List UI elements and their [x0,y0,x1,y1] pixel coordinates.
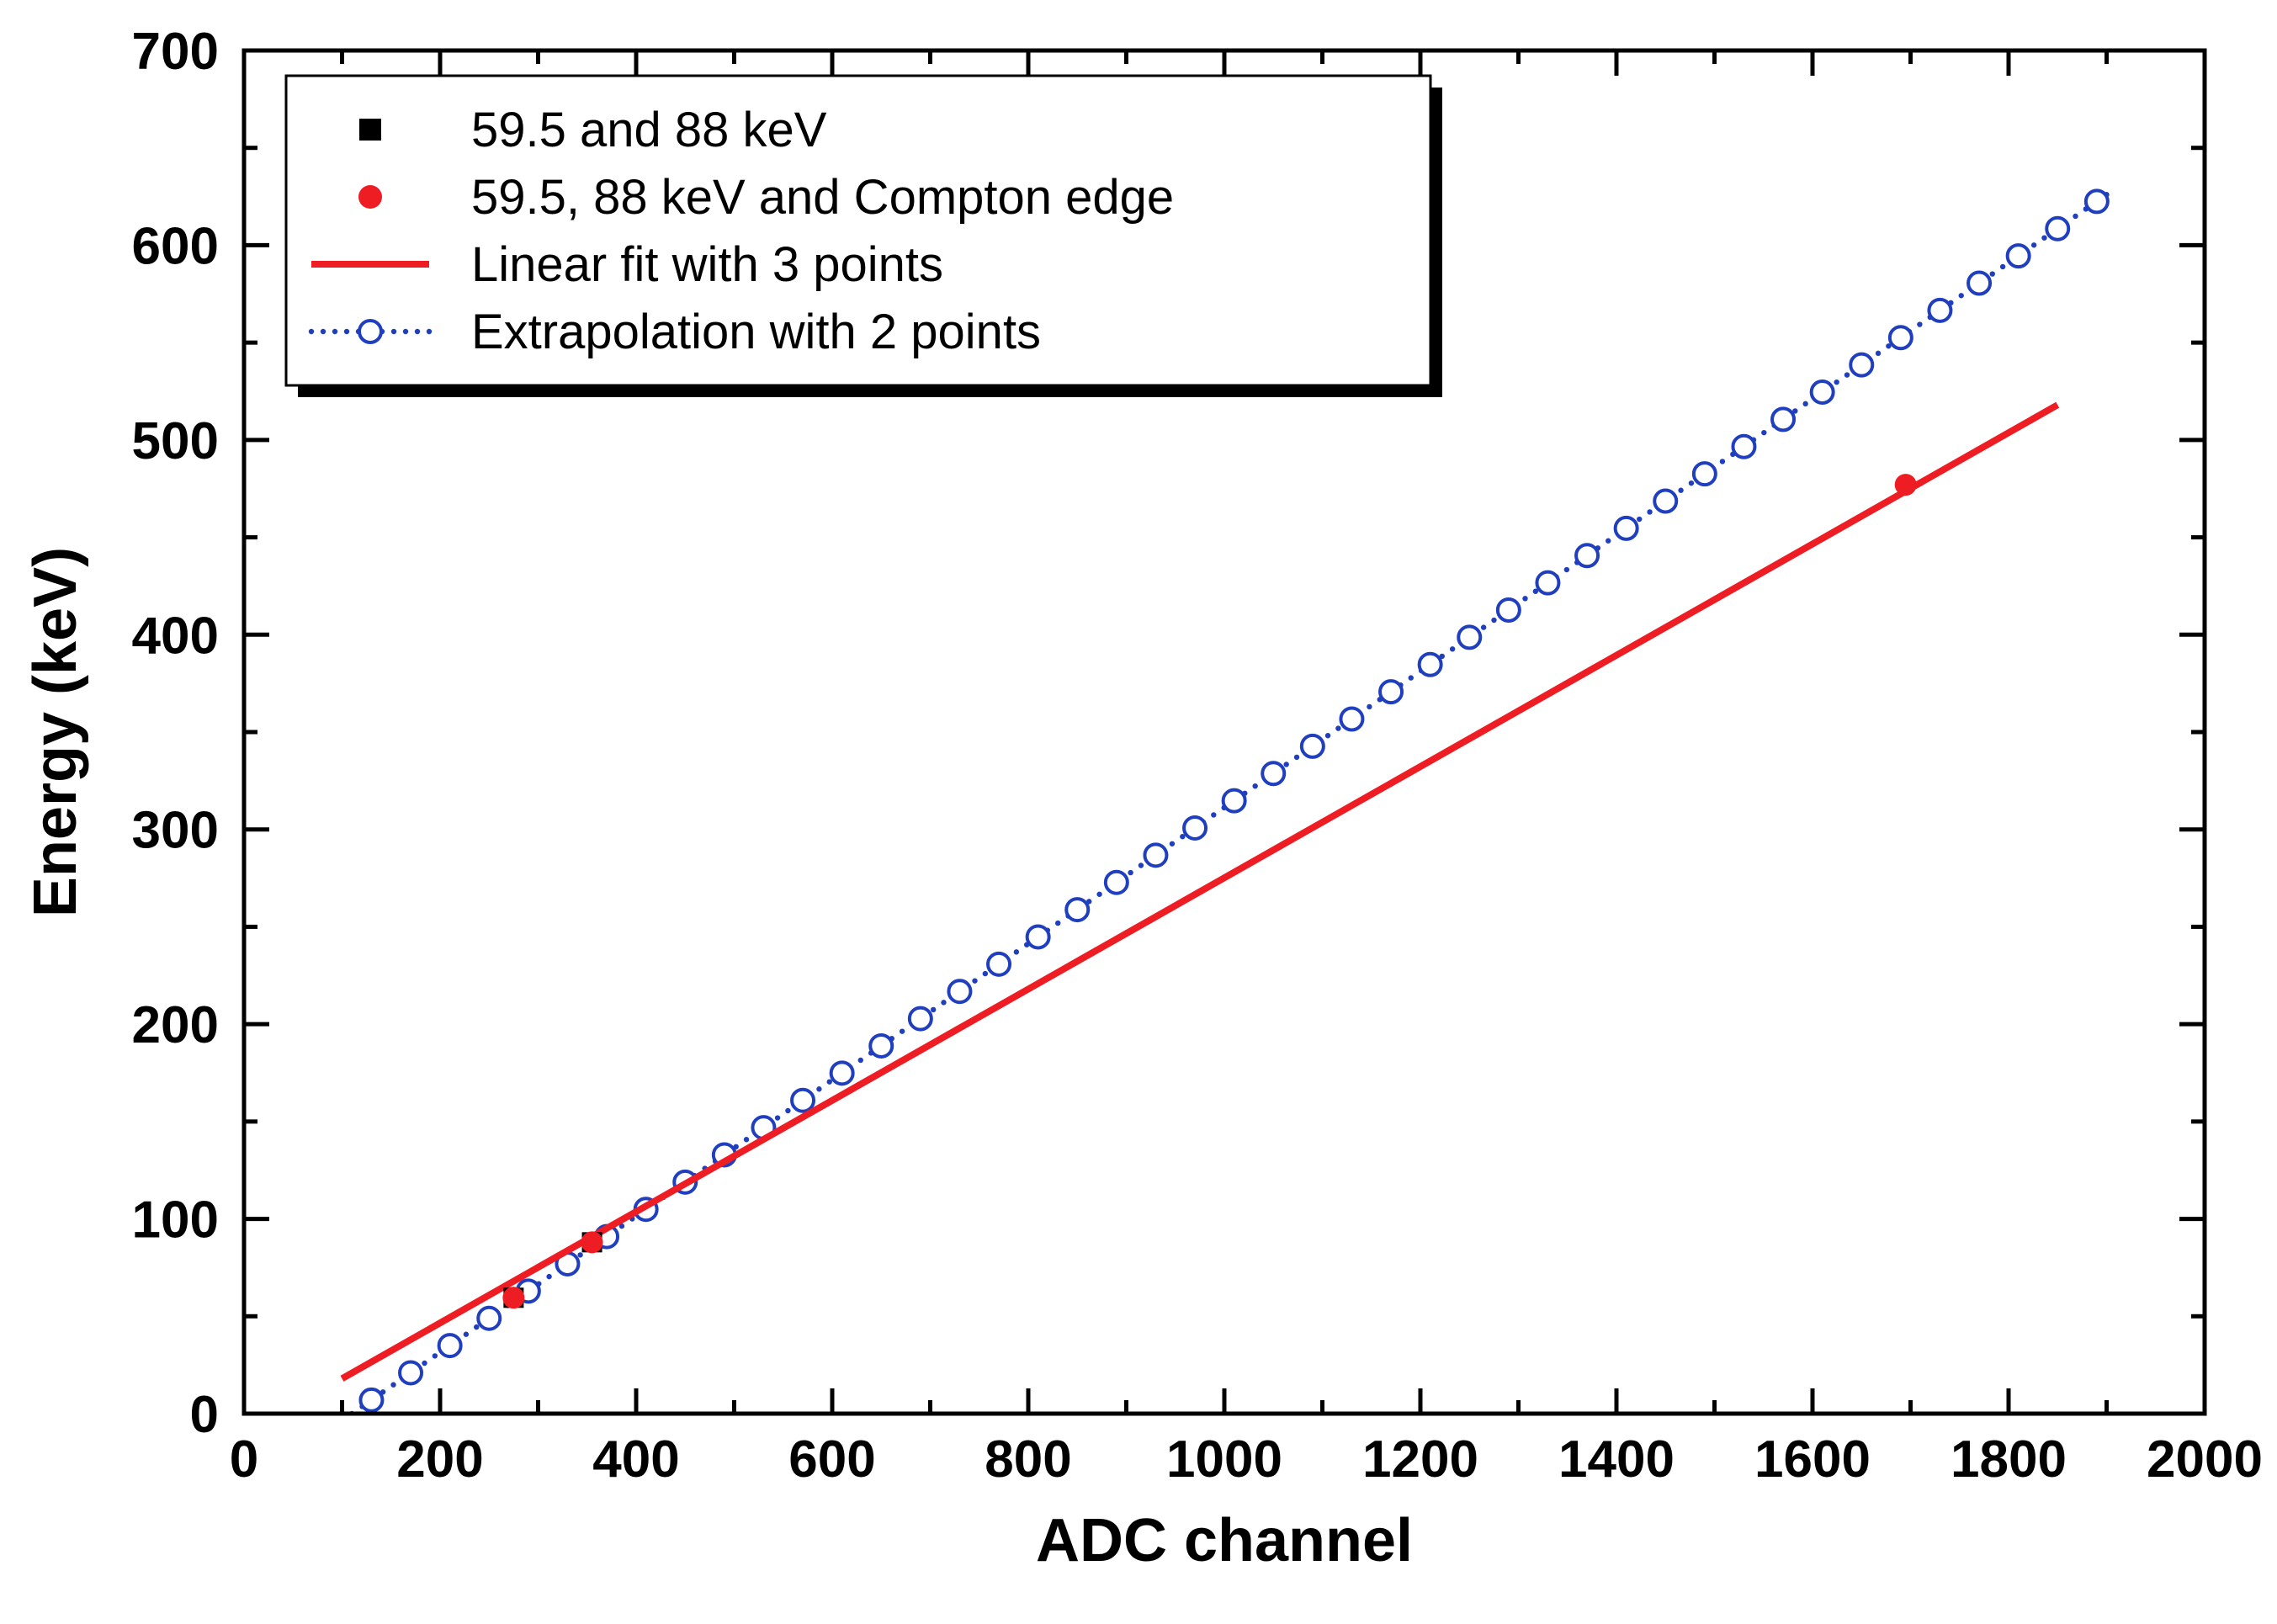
extrapolation-marker [988,953,1010,975]
extrapolation-marker [1616,517,1637,539]
y-tick-label: 300 [132,802,219,860]
extrapolation-marker [2008,245,2030,267]
extrapolation-marker [2086,190,2108,212]
extrapolation-marker [1340,708,1362,730]
x-tick-label: 600 [788,1430,875,1489]
data-point-circle [1895,474,1917,496]
extrapolation-marker [910,1008,932,1030]
extrapolation-marker [1144,844,1166,866]
extrapolation-marker [1184,817,1206,839]
extrapolation-marker [1106,872,1128,894]
x-tick-label: 1200 [1362,1430,1478,1489]
extrapolation-marker [1262,762,1284,784]
x-tick-label: 1600 [1754,1430,1871,1489]
y-tick-label: 500 [132,412,219,470]
y-tick-label: 0 [190,1386,219,1444]
extrapolation-marker [1850,354,1872,376]
extrapolation-marker [1733,436,1754,458]
extrapolation-marker [948,980,970,1002]
chart-svg: 0 200 400 600 800 1000 1200 1400 1600 1800 2000 0 10… [0,0,2277,1624]
x-tick-label: 1400 [1558,1430,1675,1489]
extrapolation-marker [1458,626,1480,648]
data-point-circle [502,1287,524,1308]
x-axis-title: ADC channel [1036,1507,1413,1574]
extrapolation-marker [1066,899,1088,921]
extrapolation-marker [1537,572,1558,594]
x-tick-label: 400 [592,1430,679,1489]
extrapolation-marker [439,1335,461,1356]
y-tick-label: 400 [132,607,219,665]
data-point-circle [581,1231,603,1253]
y-axis-title: Energy (keV) [22,547,89,917]
extrapolation-marker [1498,599,1520,621]
extrapolation-marker [870,1035,892,1057]
x-tick-label: 800 [985,1430,1071,1489]
y-tick-label: 200 [132,996,219,1054]
extrapolation-marker [1929,300,1951,321]
extrapolation-marker [1772,408,1794,430]
x-tick-label: 1000 [1166,1430,1282,1489]
extrapolation-marker [360,1389,382,1411]
extrapolation-marker [1302,735,1324,757]
energy-vs-adc-chart: 0 200 400 600 800 1000 1200 1400 1600 1800 2000 0 10… [0,0,2277,1624]
extrapolation-marker [1420,654,1441,676]
extrapolation-marker [1380,681,1402,703]
extrapolation-marker [2046,218,2068,240]
extrapolation-marker [1223,790,1245,812]
legend-label: Extrapolation with 2 points [471,305,1041,359]
extrapolation-marker [1968,272,1990,294]
extrapolation-marker [1654,490,1676,512]
legend-label: Linear fit with 3 points [471,237,943,292]
extrapolation-marker [400,1361,422,1383]
extrapolation-marker [478,1308,500,1329]
y-tick-label: 100 [132,1191,219,1250]
extrapolation-marker [1694,463,1716,485]
x-tick-label: 1800 [1951,1430,2067,1489]
legend-label: 59.5, 88 keV and Compton edge [471,170,1174,225]
y-tick-label: 600 [132,217,219,275]
x-tick-label: 0 [230,1430,258,1489]
y-tick-label: 700 [132,23,219,81]
extrapolation-marker [1890,326,1912,348]
legend-label: 59.5 and 88 keV [471,103,827,157]
x-tick-label: 2000 [2147,1430,2263,1489]
x-tick-label: 200 [396,1430,483,1489]
extrapolation-marker [1027,926,1049,947]
extrapolation-marker [1576,544,1598,566]
extrapolation-marker [792,1090,814,1112]
extrapolation-marker [1812,381,1834,403]
extrapolation-marker [831,1062,853,1084]
